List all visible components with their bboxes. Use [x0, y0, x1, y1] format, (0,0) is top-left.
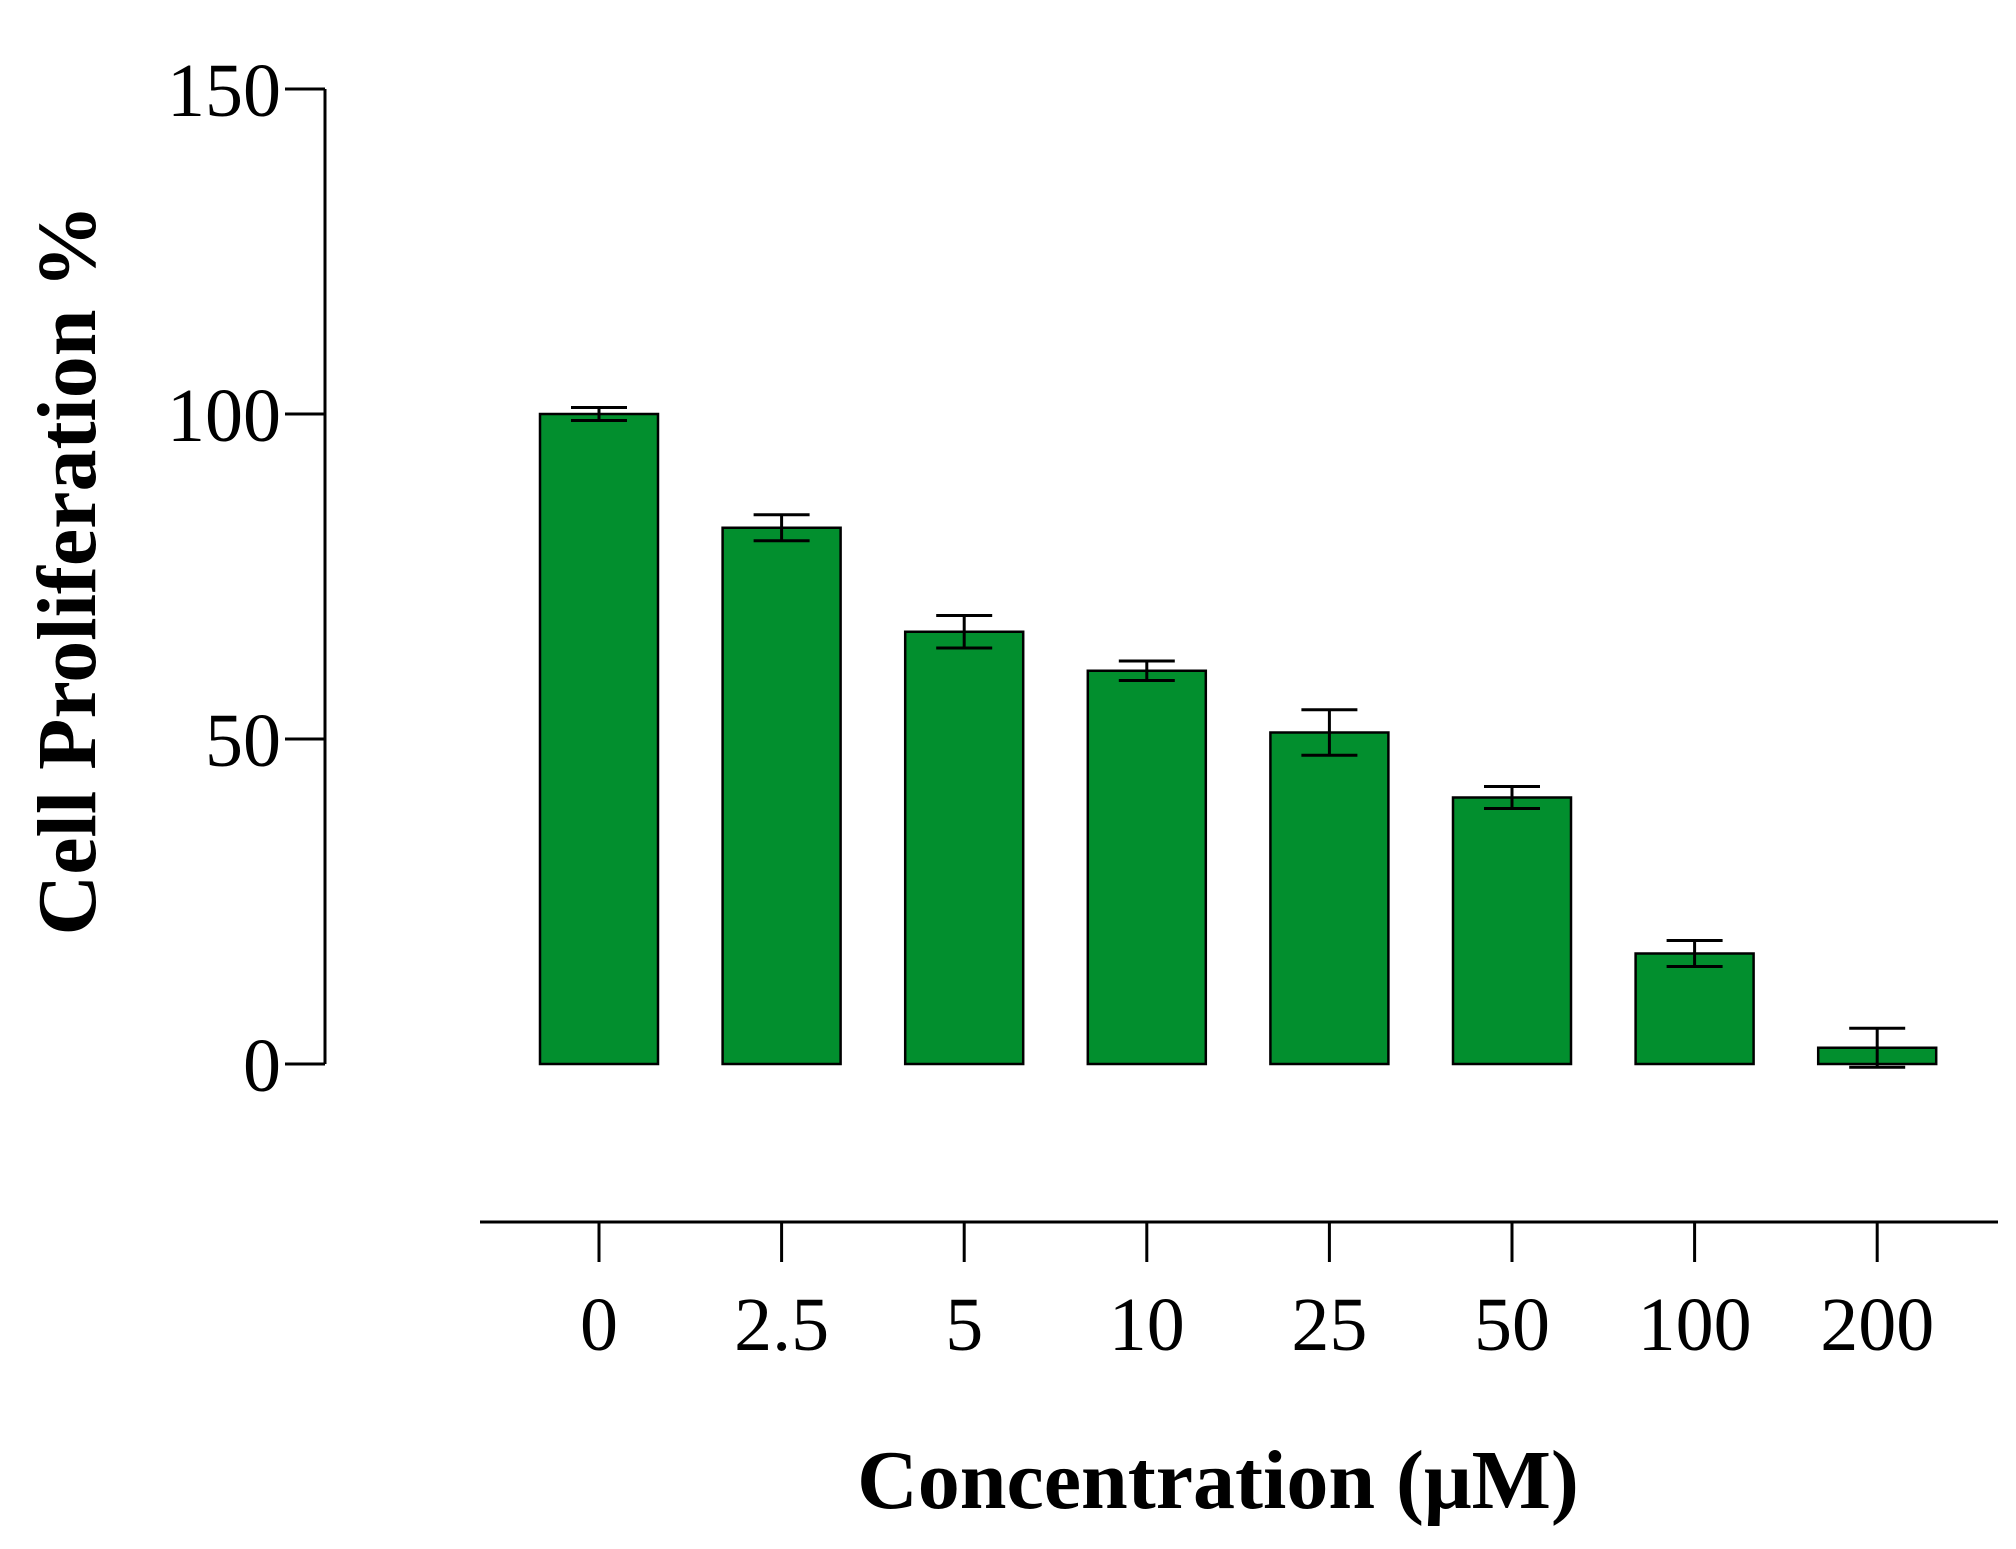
y-tick-label: 150	[167, 49, 281, 133]
error-bars	[571, 406, 1906, 1069]
y-axis: 0 50 100 150	[167, 49, 327, 1108]
bar	[1634, 952, 1755, 1066]
error-bar	[571, 406, 627, 422]
bar	[538, 412, 660, 1066]
error-bar	[1484, 784, 1540, 811]
y-tick-label: 0	[243, 1024, 281, 1108]
x-tick-label: 10	[1109, 1283, 1185, 1367]
x-tick-label: 25	[1291, 1283, 1367, 1367]
x-tick-label: 100	[1638, 1283, 1752, 1367]
y-tick-label: 50	[205, 699, 281, 783]
bar	[1451, 796, 1573, 1066]
bar	[1269, 731, 1390, 1066]
x-tick-label: 50	[1474, 1283, 1550, 1367]
bar	[721, 526, 842, 1066]
x-tick-label: 5	[945, 1283, 983, 1367]
error-bar	[1849, 1026, 1906, 1069]
x-tick-label: 0	[580, 1283, 618, 1367]
error-bar	[1666, 939, 1723, 968]
error-bar	[1118, 659, 1175, 682]
error-bar	[1301, 708, 1358, 757]
y-axis-title: Cell Proliferation %	[21, 205, 114, 936]
x-axis-title: Concentration (μM)	[857, 1434, 1579, 1527]
x-tick-label: 2.5	[734, 1283, 829, 1367]
error-bar	[753, 513, 810, 543]
x-axis: 0 2.5 5 10 25 50 100 200	[480, 1220, 1998, 1367]
bar	[903, 630, 1025, 1066]
y-tick-label: 100	[167, 374, 281, 458]
error-bar	[936, 614, 993, 650]
bars	[538, 412, 1938, 1066]
bar	[1086, 669, 1208, 1066]
x-tick-label: 200	[1820, 1283, 1934, 1367]
